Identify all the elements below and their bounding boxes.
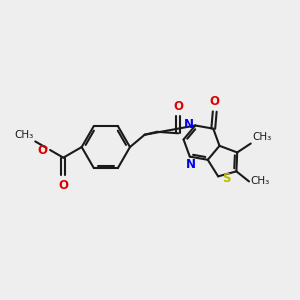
Text: O: O: [210, 95, 220, 108]
Text: O: O: [38, 143, 48, 157]
Text: S: S: [222, 172, 231, 185]
Text: CH₃: CH₃: [252, 132, 272, 142]
Text: O: O: [173, 100, 183, 113]
Text: N: N: [185, 158, 195, 171]
Text: N: N: [184, 118, 194, 130]
Text: O: O: [58, 179, 68, 192]
Text: CH₃: CH₃: [250, 176, 270, 186]
Text: CH₃: CH₃: [15, 130, 34, 140]
